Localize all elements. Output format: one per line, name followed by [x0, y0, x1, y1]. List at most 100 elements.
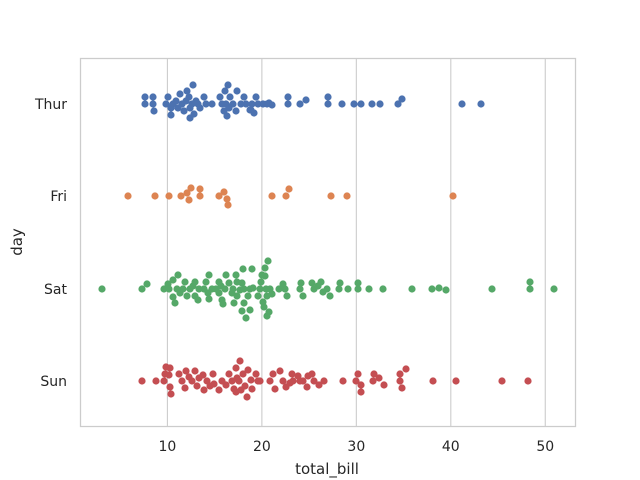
data-point: [183, 292, 191, 300]
data-point: [317, 278, 325, 286]
data-point: [375, 374, 383, 382]
x-tick-label: 40: [442, 439, 460, 455]
data-point: [248, 100, 256, 108]
data-point: [242, 314, 250, 322]
data-point: [315, 381, 323, 389]
data-point: [232, 271, 240, 279]
data-point: [257, 278, 265, 286]
data-point: [232, 364, 240, 372]
data-point: [215, 386, 223, 394]
data-point: [268, 101, 276, 109]
data-point: [179, 285, 187, 293]
data-point: [188, 377, 196, 385]
data-point: [208, 100, 216, 108]
data-point: [225, 370, 233, 378]
data-point: [336, 279, 344, 287]
data-point: [299, 292, 307, 300]
data-point: [189, 81, 197, 89]
data-point: [354, 279, 362, 287]
x-tick-label: 30: [347, 439, 365, 455]
data-point: [498, 377, 506, 385]
data-point: [550, 285, 558, 293]
data-point: [165, 371, 173, 379]
y-tick-label-sun: Sun: [40, 374, 67, 390]
data-point: [167, 111, 175, 119]
data-point: [252, 370, 260, 378]
data-point: [239, 370, 247, 378]
data-point: [209, 370, 217, 378]
data-point: [252, 93, 260, 101]
data-point: [376, 100, 384, 108]
data-point: [225, 279, 233, 287]
data-point: [320, 377, 328, 385]
data-point: [302, 96, 310, 104]
data-point: [141, 93, 149, 101]
y-tick-label-sat: Sat: [44, 282, 67, 298]
x-axis-label: total_bill: [295, 460, 359, 479]
x-tick-labels: 10 20 30 40 50: [158, 439, 554, 455]
data-point: [526, 278, 534, 286]
data-point: [343, 192, 351, 200]
data-point: [223, 195, 231, 203]
data-point: [171, 299, 179, 307]
data-point: [196, 192, 204, 200]
data-point: [223, 112, 231, 120]
data-point: [175, 370, 183, 378]
data-point: [335, 285, 343, 293]
data-point: [193, 382, 201, 390]
data-point: [296, 100, 304, 108]
data-point: [177, 192, 185, 200]
data-point: [354, 285, 362, 293]
data-point: [408, 285, 416, 293]
data-point: [222, 271, 230, 279]
series-fri: [124, 184, 457, 209]
data-point: [398, 95, 406, 103]
y-axis-label: day: [8, 228, 26, 256]
data-point: [265, 308, 273, 316]
data-point: [344, 285, 352, 293]
data-point: [289, 377, 297, 385]
data-point: [380, 381, 388, 389]
data-point: [324, 93, 332, 101]
data-point: [284, 100, 292, 108]
data-point: [169, 293, 177, 301]
data-point: [268, 290, 276, 298]
data-point: [327, 192, 335, 200]
data-point: [240, 93, 248, 101]
data-point: [185, 196, 193, 204]
data-point: [165, 192, 173, 200]
data-point: [210, 380, 218, 388]
data-points: [98, 81, 558, 401]
data-point: [370, 370, 378, 378]
data-point: [151, 192, 159, 200]
data-point: [435, 284, 443, 292]
data-point: [250, 109, 258, 117]
data-point: [323, 285, 331, 293]
data-point: [326, 292, 334, 300]
data-point: [166, 383, 174, 391]
data-point: [308, 370, 316, 378]
data-point: [183, 87, 191, 95]
data-point: [458, 100, 466, 108]
data-point: [310, 377, 318, 385]
data-point: [165, 285, 173, 293]
data-point: [288, 370, 296, 378]
data-point: [167, 390, 175, 398]
data-point: [396, 370, 404, 378]
data-point: [442, 286, 450, 294]
data-point: [452, 377, 460, 385]
data-point: [138, 285, 146, 293]
data-point: [205, 295, 213, 303]
data-point: [268, 192, 276, 200]
data-point: [219, 300, 227, 308]
data-point: [284, 93, 292, 101]
data-point: [247, 376, 255, 384]
data-point: [261, 272, 269, 280]
data-point: [398, 384, 406, 392]
data-point: [238, 307, 246, 315]
data-point: [488, 285, 496, 293]
data-point: [162, 100, 170, 108]
data-point: [243, 393, 251, 401]
data-point: [428, 285, 436, 293]
